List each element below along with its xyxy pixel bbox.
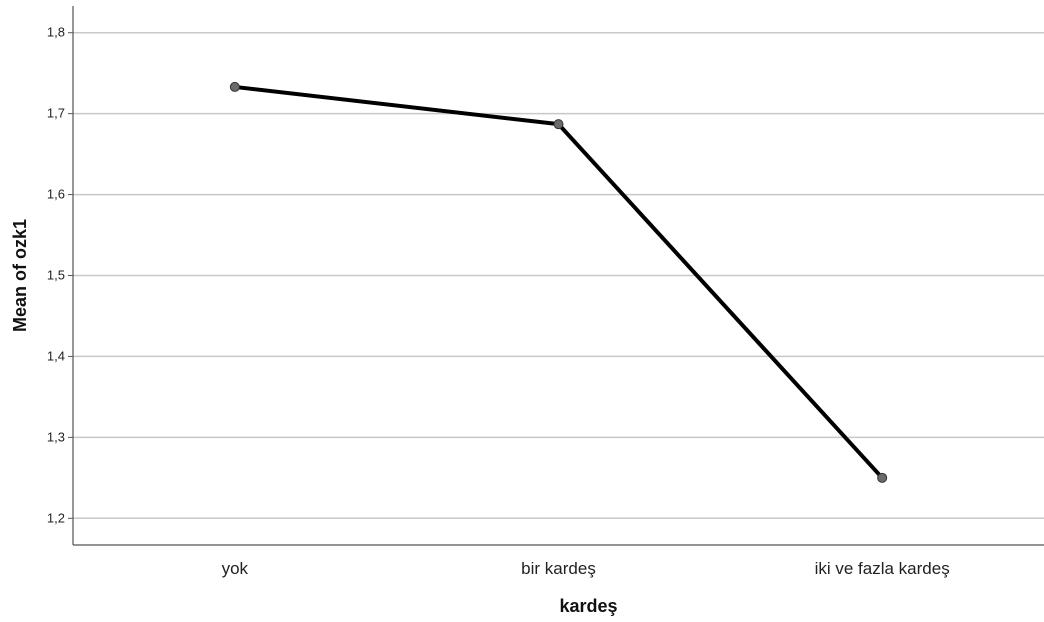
y-tick-label: 1,2 <box>47 510 65 525</box>
data-point <box>553 119 564 130</box>
grid-lines <box>73 31 1044 520</box>
y-tick-label: 1,6 <box>47 187 65 202</box>
y-tick-labels: 1,2 1,3 1,4 1,5 1,6 1,7 1,8 <box>47 25 73 525</box>
x-tick-labels: yok bir kardeş iki ve fazla kardeş <box>222 559 950 578</box>
y-tick-label: 1,7 <box>47 106 65 121</box>
data-point <box>229 81 240 92</box>
x-tick-label: bir kardeş <box>521 559 596 578</box>
y-tick-label: 1,5 <box>47 268 65 283</box>
x-axis-title: kardeş <box>559 596 617 616</box>
data-point <box>877 472 888 483</box>
y-tick-label: 1,8 <box>47 25 65 40</box>
series-group <box>229 81 888 483</box>
y-tick-label: 1,3 <box>47 429 65 444</box>
y-axis-title: Mean of ozk1 <box>10 219 30 332</box>
x-tick-label: yok <box>222 559 249 578</box>
y-tick-label: 1,4 <box>47 348 65 363</box>
series-line <box>232 84 885 480</box>
x-tick-label: iki ve fazla kardeş <box>815 559 950 578</box>
